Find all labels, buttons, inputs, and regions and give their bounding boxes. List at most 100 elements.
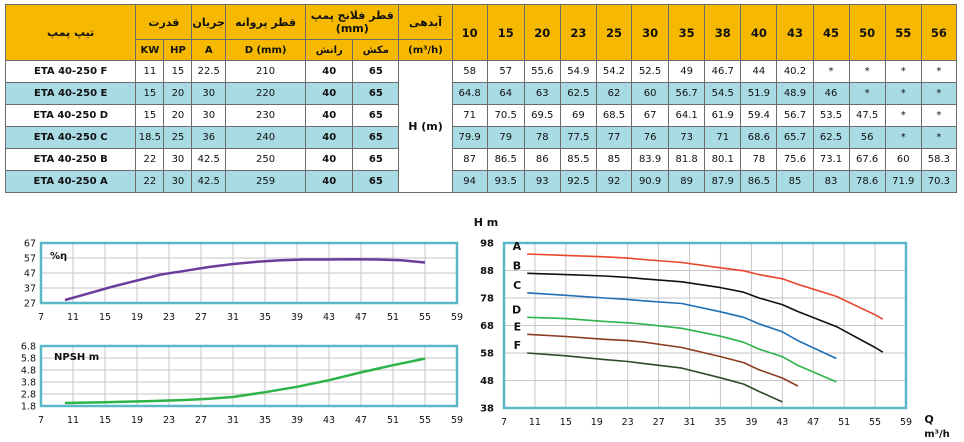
suction-cell: 65	[352, 170, 400, 193]
head-label: H (m)	[398, 60, 453, 193]
series-line-f	[527, 352, 783, 403]
y-tick-label: 3.8	[21, 378, 36, 389]
x-tick-label: 31	[227, 415, 239, 426]
head-value-cell: 90.9	[631, 170, 670, 193]
series-label-a: A	[513, 240, 522, 253]
hp-cell: 20	[163, 104, 193, 127]
head-value-cell: 94	[451, 170, 488, 193]
x-tick-label: 55	[869, 417, 881, 428]
x-tick-label: 47	[807, 417, 819, 428]
x-tick-label: 51	[387, 415, 399, 426]
head-value-cell: 77	[595, 126, 633, 149]
flange-discharge: رانش	[305, 39, 354, 61]
spec-table-body: ETA 40-250 F 11 15 22.5 210 40 65 H (m) 58 57 55.6…	[4, 60, 958, 193]
x-tick-label: 35	[259, 415, 271, 426]
y-tick-label: 38	[480, 404, 494, 415]
head-value-cell: 46	[812, 82, 850, 105]
y-tick-label: 47	[24, 269, 36, 280]
head-value-cell: 62.5	[559, 82, 597, 105]
header-model: تیپ پمپ	[4, 4, 137, 61]
x-tick-label: 59	[900, 417, 912, 428]
kw-cell: 15	[135, 82, 165, 105]
series-line-c	[527, 292, 837, 360]
q-header: 38	[704, 4, 742, 61]
discharge-cell: 40	[305, 82, 354, 105]
x-tick-label: 51	[838, 417, 850, 428]
x-axis-label-unit: m³/h	[924, 429, 950, 440]
y-tick-label: 98	[480, 239, 494, 250]
q-header: 55	[884, 4, 922, 61]
y-tick-label: 2.8	[21, 390, 36, 401]
series-label-e: E	[514, 320, 522, 333]
x-tick-label: 51	[387, 312, 399, 323]
y-tick-label: 4.8	[21, 366, 36, 377]
head-value-cell: 71.9	[884, 170, 922, 193]
x-tick-label: 43	[323, 415, 335, 426]
table-row: ETA 40-250 A 22 30 42.5 259 40 65 94 93.5 93 92.5 9…	[4, 170, 958, 193]
flange-suction: مکش	[352, 39, 400, 61]
series-line-b	[527, 272, 884, 353]
chart-title: H m	[474, 216, 499, 229]
unit-hp: HP	[163, 39, 193, 61]
y-tick-label: 1.8	[21, 402, 36, 413]
head-value-cell: 79.9	[451, 126, 488, 149]
head-value-cell: 51.9	[740, 82, 778, 105]
head-value-cell: 68.6	[740, 126, 778, 149]
head-value-cell: 73	[668, 126, 706, 149]
discharge-cell: 40	[305, 126, 354, 149]
head-value-cell: 70.3	[920, 170, 958, 193]
y-tick-label: 68	[480, 321, 494, 332]
y-tick-label: 48	[480, 376, 494, 387]
q-header: 35	[668, 4, 706, 61]
y-tick-label: 58	[480, 349, 494, 360]
plot-frame	[502, 241, 908, 410]
x-tick-label: 27	[195, 312, 207, 323]
table-row: ETA 40-250 E 15 20 30 220 40 65 64.8 64 63 62.5 62 6…	[4, 82, 958, 105]
x-tick-label: 35	[259, 312, 271, 323]
q-header: 10	[451, 4, 488, 61]
x-tick-label: 39	[291, 415, 303, 426]
x-tick-label: 59	[451, 312, 463, 323]
q-header: 20	[523, 4, 561, 61]
q-header: 50	[848, 4, 886, 61]
plot-frame	[39, 344, 459, 408]
head-value-cell: *	[848, 82, 886, 105]
x-tick-label: 27	[653, 417, 665, 428]
x-tick-label: 19	[131, 312, 143, 323]
head-value-cell: *	[920, 82, 958, 105]
head-value-cell: 62	[595, 82, 633, 105]
series-label-d: D	[512, 303, 521, 316]
head-value-cell: 83	[812, 170, 850, 193]
x-tick-label: 19	[131, 415, 143, 426]
head-value-cell: 64	[486, 82, 525, 105]
head-value-cell: 54.5	[704, 82, 742, 105]
x-tick-label: 11	[529, 417, 541, 428]
y-tick-label: 67	[24, 239, 36, 250]
x-tick-label: 15	[560, 417, 572, 428]
x-tick-label: 23	[163, 312, 175, 323]
head-value-cell: *	[884, 126, 922, 149]
q-header: 56	[920, 4, 958, 61]
q-header: 45	[812, 4, 850, 61]
table-row: ETA 40-250 C 18.5 25 36 240 40 65 79.9 79 78 77.5 7…	[4, 126, 958, 149]
series-label-c: C	[513, 279, 521, 292]
head-value-cell: 87.9	[704, 170, 742, 193]
model-cell: ETA 40-250 C	[4, 126, 137, 149]
x-tick-label: 7	[38, 415, 44, 426]
plot-frame	[39, 241, 459, 305]
x-tick-label: 23	[163, 415, 175, 426]
unit-a: A	[191, 39, 226, 61]
suction-cell: 65	[352, 126, 400, 149]
x-axis-label-q: Q	[924, 413, 933, 426]
series-label-f: F	[514, 339, 522, 352]
y-tick-label: 88	[480, 266, 494, 277]
head-value-cell: 48.9	[776, 82, 814, 105]
model-cell: ETA 40-250 A	[4, 170, 137, 193]
x-tick-label: 11	[67, 312, 79, 323]
y-tick-label: 37	[24, 284, 36, 295]
x-tick-label: 59	[451, 415, 463, 426]
table-row: ETA 40-250 B 22 30 42.5 250 40 65 87 86.5 86 85.5 8…	[4, 148, 958, 171]
x-tick-label: 15	[99, 312, 111, 323]
q-header: 30	[631, 4, 670, 61]
